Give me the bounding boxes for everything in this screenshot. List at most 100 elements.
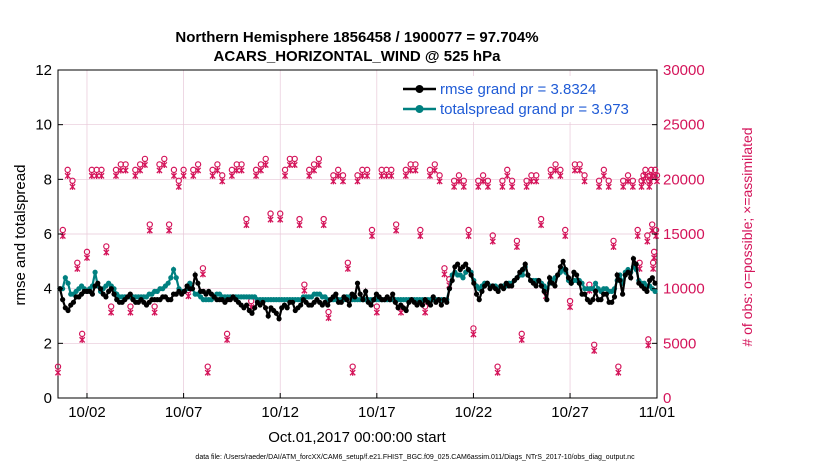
rmse-point [546,275,553,281]
obs-assimilated-point [132,172,139,179]
totalspread-point [65,280,71,286]
obs-assimilated-point [98,172,105,179]
obs-possible-point [368,226,376,234]
obs-possible-point [373,303,381,310]
obs-possible-point [552,161,559,168]
obs-assimilated-point [489,238,496,245]
rmse-point [514,275,520,281]
obs-possible-point [339,172,347,179]
obs-possible-point [619,177,627,184]
rmse-point [473,291,480,297]
obs-possible-point [320,215,327,223]
rmse-point [533,283,539,289]
rmse-point [449,277,455,284]
obs-assimilated-point [645,342,652,349]
obs-possible-point [151,303,158,310]
rmse-point [430,294,436,300]
obs-assimilated-point [335,172,342,179]
obs-possible-point [547,166,554,174]
obs-assimilated-point [422,309,429,316]
rmse-point [633,261,639,267]
rmse-point [390,291,396,297]
obs-assimilated-point [533,178,540,185]
rmse-point [536,277,542,284]
rmse-point [260,299,266,305]
rmse-point [630,256,637,262]
rmse-point [592,288,599,294]
totalspread-point [168,275,174,281]
obs-possible-point [591,341,598,348]
obs-possible-point [629,177,637,184]
obs-assimilated-point [344,265,351,272]
obs-assimilated-point [127,309,134,316]
obs-assimilated-point [141,161,149,169]
rmse-point [603,291,609,297]
obs-assimilated-point [494,369,501,376]
obs-assimilated-point [156,167,163,174]
obs-possible-point [649,259,657,266]
rmse-point [519,266,526,273]
rmse-point [325,302,331,308]
obs-possible-point [648,166,655,174]
legend: rmse grand pr = 3.8324 totalspread grand… [398,76,654,122]
obs-assimilated-point [93,172,100,179]
obs-assimilated-point [397,309,405,316]
obs-possible-point [78,330,86,338]
obs-assimilated-point [267,216,274,223]
obs-possible-point [204,363,211,370]
obs-assimilated-point [281,172,289,179]
obs-assimilated-point [650,265,657,272]
obs-assimilated-point [103,249,110,256]
rmse-point [249,310,255,316]
obs-possible-point [199,265,207,272]
obs-possible-point [537,215,545,223]
rmse-point [446,286,453,292]
rmse-point [544,297,550,303]
obs-possible-point [513,237,521,245]
obs-assimilated-point [83,254,91,261]
rmse-point [403,307,409,314]
obs-assimilated-point [161,161,168,169]
obs-possible-point [460,177,467,184]
obs-assimilated-point [180,172,187,179]
y-tick-label-right: 15000 [663,226,705,243]
obs-possible-point [388,166,395,174]
obs-assimilated-point [600,172,607,179]
obs-possible-point [600,166,608,174]
totalspread-point [460,275,466,281]
obs-assimilated-point [373,309,380,316]
rmse-point [273,310,279,316]
obs-assimilated-point [624,178,632,185]
obs-assimilated-point [320,221,327,229]
x-axis-label: Oct.01,2017 00:00:00 start [268,429,446,446]
axes: 0 2 4 6 8 10 12 0 5000 10000 15000 20000 25000 30000 1… [35,62,704,421]
obs-possible-point [648,221,656,228]
obs-assimilated-point [509,183,516,190]
obs-possible-point [59,226,67,234]
obs-possible-point [450,177,458,184]
obs-possible-point [107,303,115,310]
y-tick-label-right: 30000 [663,62,705,79]
obs-possible-point [402,166,410,174]
obs-possible-point [431,161,438,168]
obs-possible-point [64,166,71,174]
obs-assimilated-point [615,369,622,376]
obs-possible-point [223,330,231,338]
obs-assimilated-point [576,167,583,174]
obs-assimilated-point [504,172,511,179]
rmse-point [465,266,472,273]
obs-assimilated-point [88,172,95,179]
obs-possible-point [653,172,661,179]
obs-assimilated-point [238,167,245,174]
rmse-point [168,297,174,303]
rmse-point [560,258,566,264]
rmse-point [557,264,563,270]
obs-assimilated-point [117,167,124,174]
obs-possible-point [252,166,260,174]
rmse-point [127,291,133,297]
obs-possible-point [325,308,332,316]
obs-possible-point [470,325,477,332]
obs-possible-point [305,166,313,174]
obs-assimilated-point [204,369,211,376]
obs-possible-point [74,259,81,266]
